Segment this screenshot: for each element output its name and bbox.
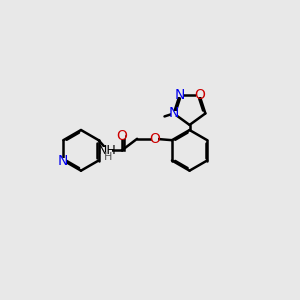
Text: H: H [103, 152, 112, 162]
Text: N: N [169, 106, 179, 120]
Text: NH: NH [98, 144, 117, 157]
FancyBboxPatch shape [196, 92, 203, 98]
FancyBboxPatch shape [103, 147, 112, 153]
FancyBboxPatch shape [170, 111, 177, 116]
FancyBboxPatch shape [176, 92, 183, 98]
FancyBboxPatch shape [118, 134, 125, 139]
Text: N: N [58, 154, 68, 167]
Text: O: O [116, 129, 127, 143]
FancyBboxPatch shape [60, 158, 66, 163]
Text: O: O [149, 132, 160, 146]
FancyBboxPatch shape [152, 136, 158, 141]
Text: N: N [175, 88, 185, 102]
Text: O: O [194, 88, 205, 102]
